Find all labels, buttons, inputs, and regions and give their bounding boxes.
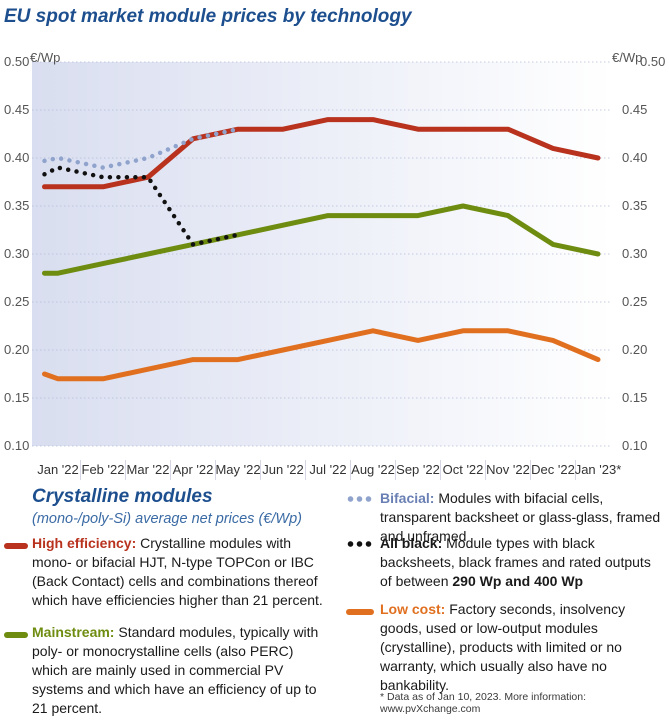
x-tick-label: Dec '22 <box>531 462 575 477</box>
x-tick-label: Sep '22 <box>396 462 440 477</box>
legend-item-all-black: All black: Module types with black backs… <box>380 534 665 591</box>
legend-swatch-all-black <box>346 541 374 547</box>
y-tick-label-right: 0.35 <box>622 198 647 213</box>
footnote: * Data as of Jan 10, 2023. More informat… <box>380 691 587 715</box>
series-line-mainstream <box>42 203 601 276</box>
y-tick-label-left: 0.40 <box>4 150 29 165</box>
legend-text-bifacial: Modules with bifacial cells, transparent… <box>380 490 661 544</box>
legend-text-high-efficiency: Crystalline modules with mono- or bifaci… <box>32 535 323 608</box>
series-line-low-cost <box>42 328 601 382</box>
y-tick-label-left: 0.10 <box>4 438 29 453</box>
legend-label-low-cost: Low cost: <box>380 601 446 617</box>
legend-label-high-efficiency: High efficiency: <box>32 535 137 551</box>
y-tick-label-left: 0.50 <box>4 54 29 69</box>
y-axis-unit-right: €/Wp <box>612 50 642 65</box>
y-tick-label-left: 0.15 <box>4 390 29 405</box>
legend-item-high-efficiency: High efficiency: Crystalline modules wit… <box>32 534 332 610</box>
x-tick-label: Jul '22 <box>309 462 346 477</box>
legend-swatch-bifacial <box>346 496 374 502</box>
y-tick-label-left: 0.35 <box>4 198 29 213</box>
legend-label-bifacial: Bifacial: <box>380 490 435 506</box>
y-tick-label-right: 0.30 <box>622 246 647 261</box>
legend-item-bifacial: Bifacial: Modules with bifacial cells, t… <box>380 489 665 546</box>
y-axis-unit-left: €/Wp <box>30 50 60 65</box>
line-chart: 0.50 0.45 0.40 0.35 0.30 0.25 0.20 0.15 0.10 0.5… <box>4 50 665 480</box>
legend-text-all-black-bold: 290 Wp and 400 Wp <box>452 573 584 589</box>
legend-swatch-high-efficiency <box>4 543 28 549</box>
y-tick-label-right: 0.10 <box>622 438 647 453</box>
x-tick-label: Jan '23* <box>575 462 622 477</box>
x-tick-label: Jun '22 <box>262 462 304 477</box>
x-tick-label: Oct '22 <box>443 462 484 477</box>
y-tick-label-left: 0.20 <box>4 342 29 357</box>
series-line-bifacial <box>42 126 241 170</box>
legend-label-all-black: All black: <box>380 535 443 551</box>
series-line-all-black <box>42 165 241 247</box>
y-tick-label-right: 0.40 <box>622 150 647 165</box>
y-tick-label-left: 0.25 <box>4 294 29 309</box>
chart-title: EU spot market module prices by technolo… <box>4 6 412 27</box>
legend-text-all-black: Module types with black backsheets, blac… <box>380 535 651 589</box>
x-tick-label: May '22 <box>215 462 260 477</box>
legend-label-mainstream: Mainstream: <box>32 624 115 640</box>
legend-item-low-cost: Low cost: Factory seconds, insolvency go… <box>380 600 665 695</box>
y-tick-label-right: 0.20 <box>622 342 647 357</box>
y-tick-label-right: 0.45 <box>622 102 647 117</box>
legend-subheading: (mono-/poly-Si) average net prices (€/Wp… <box>32 511 302 527</box>
legend-item-mainstream: Mainstream: Standard modules, typically … <box>32 623 332 718</box>
legend-text-low-cost: Factory seconds, insolvency goods, used … <box>380 601 626 693</box>
legend-swatch-mainstream <box>4 632 28 638</box>
legend-swatch-low-cost <box>346 609 374 615</box>
x-tick-label: Feb '22 <box>82 462 125 477</box>
y-tick-label-right: 0.15 <box>622 390 647 405</box>
x-tick-label: Apr '22 <box>173 462 214 477</box>
series-line-high-efficiency <box>42 117 601 190</box>
y-tick-label-right: 0.50 <box>640 54 665 69</box>
x-tick-label: Jan '22 <box>37 462 79 477</box>
x-tick-label: Mar '22 <box>127 462 170 477</box>
y-tick-label-left: 0.30 <box>4 246 29 261</box>
x-tick-label: Aug '22 <box>351 462 395 477</box>
x-tick-label: Nov '22 <box>486 462 530 477</box>
legend-text-mainstream: Standard modules, typically with poly- o… <box>32 624 319 716</box>
y-tick-label-right: 0.25 <box>622 294 647 309</box>
legend-heading: Crystalline modules <box>32 486 213 507</box>
y-tick-label-left: 0.45 <box>4 102 29 117</box>
